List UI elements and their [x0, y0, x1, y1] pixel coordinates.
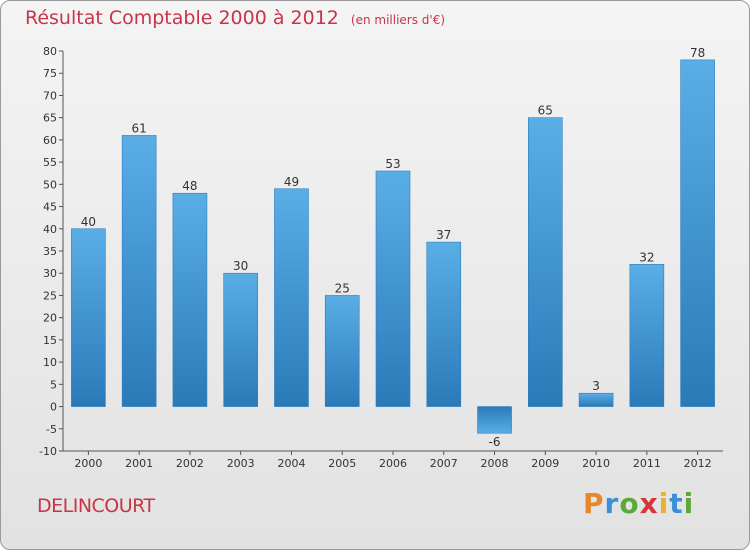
- data-label-2000: 40: [81, 215, 96, 229]
- y-tick-label: 5: [50, 378, 57, 391]
- title-row: Résultat Comptable 2000 à 2012 (en millie…: [25, 7, 445, 29]
- data-labels: 40 61 48 30 49 25 53 37 -6 65 3 32 78: [81, 46, 706, 449]
- bar-2000: [71, 228, 106, 407]
- y-tick-label: 75: [43, 67, 57, 80]
- data-label-2006: 53: [385, 157, 400, 171]
- x-tick-label: 2011: [633, 457, 661, 470]
- data-label-2005: 25: [335, 281, 350, 295]
- bar-2006: [375, 170, 411, 407]
- bar-2012: [680, 59, 715, 407]
- bar-2003: [223, 272, 258, 407]
- x-tick-label: 2009: [531, 457, 559, 470]
- y-tick-label: -5: [46, 423, 57, 436]
- commune-name: DELINCOURT: [37, 495, 155, 517]
- logo-letter: i: [683, 487, 695, 520]
- y-tick-label: 35: [43, 245, 57, 258]
- bar-2009: [528, 117, 563, 407]
- axes: -10 -5 0 5 10 15 20 25 30 35 40 45 50 55 60 65 70 75 80 200…: [39, 45, 723, 470]
- data-label-2008: -6: [489, 435, 501, 449]
- data-label-2011: 32: [639, 250, 654, 264]
- x-tick-label: 2006: [379, 457, 407, 470]
- y-tick-label: 25: [43, 289, 57, 302]
- y-tick-label: 0: [50, 401, 57, 414]
- x-tick-label: 2005: [328, 457, 356, 470]
- x-tick-label: 2002: [176, 457, 204, 470]
- data-label-2010: 3: [592, 379, 600, 393]
- x-tick-label: 2012: [684, 457, 712, 470]
- logo-letter: t: [669, 487, 684, 520]
- bar-2005: [324, 295, 360, 407]
- x-tick-label: 2007: [430, 457, 458, 470]
- bar-2001: [121, 135, 157, 407]
- data-label-2004: 49: [284, 175, 299, 189]
- proxiti-logo: Proxiti: [583, 487, 694, 520]
- y-tick-label: 20: [43, 312, 57, 325]
- y-tick-label: 15: [43, 334, 57, 347]
- chart-subtitle: (en milliers d'€): [350, 13, 446, 27]
- bar-2004: [274, 188, 309, 407]
- logo-letter: P: [583, 487, 605, 520]
- y-tick-label: 30: [43, 267, 57, 280]
- x-tick-label: 2001: [125, 457, 153, 470]
- bar-2010: [578, 392, 614, 407]
- y-tick-label: -10: [39, 445, 57, 458]
- x-tick-label: 2004: [277, 457, 305, 470]
- logo-letter: i: [658, 487, 670, 520]
- bars: [71, 59, 715, 434]
- data-label-2002: 48: [182, 179, 197, 193]
- data-label-2007: 37: [436, 228, 451, 242]
- logo-letter: o: [619, 487, 640, 520]
- x-tick-label: 2008: [481, 457, 509, 470]
- data-label-2003: 30: [233, 259, 248, 273]
- bar-2002: [172, 192, 208, 407]
- y-tick-label: 65: [43, 112, 57, 125]
- y-tick-label: 50: [43, 178, 57, 191]
- y-tick-label: 10: [43, 356, 57, 369]
- data-label-2012: 78: [690, 46, 705, 60]
- y-tick-label: 70: [43, 89, 57, 102]
- x-tick-label: 2000: [74, 457, 102, 470]
- logo-letter: r: [604, 487, 620, 520]
- bar-2008: [477, 406, 512, 434]
- y-tick-label: 55: [43, 156, 57, 169]
- y-tick-label: 60: [43, 134, 57, 147]
- logo-letter: x: [639, 487, 659, 520]
- bar-2011: [629, 264, 665, 407]
- y-tick-label: 40: [43, 223, 57, 236]
- data-label-2001: 61: [132, 121, 147, 135]
- data-label-2009: 65: [538, 104, 553, 118]
- bar-2007: [426, 241, 462, 407]
- y-tick-label: 45: [43, 201, 57, 214]
- x-tick-label: 2003: [227, 457, 255, 470]
- chart-title: Résultat Comptable 2000 à 2012: [25, 7, 339, 29]
- x-tick-label: 2010: [582, 457, 610, 470]
- y-tick-label: 80: [43, 45, 57, 58]
